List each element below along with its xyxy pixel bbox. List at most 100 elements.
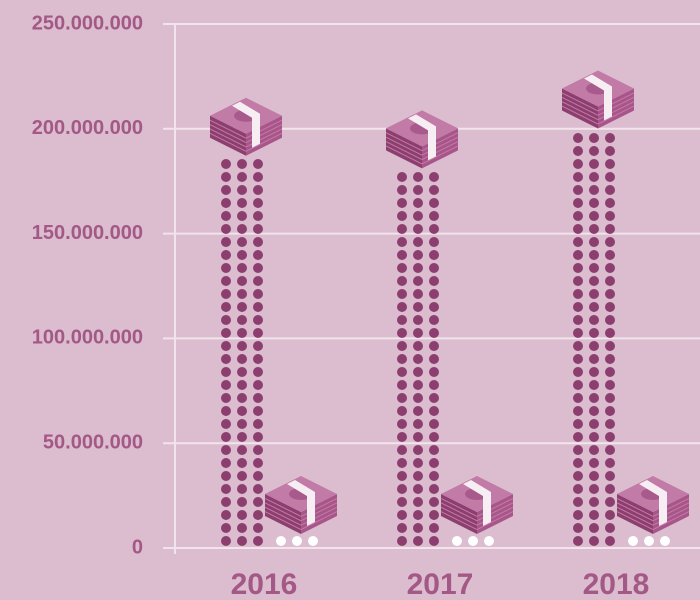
dot: [253, 458, 263, 468]
dot: [413, 172, 423, 182]
dot: [573, 406, 583, 416]
dot: [589, 289, 599, 299]
dot: [253, 172, 263, 182]
dot: [573, 497, 583, 507]
dot: [253, 484, 263, 494]
dot: [253, 471, 263, 481]
dot: [589, 224, 599, 234]
dot: [429, 315, 439, 325]
dot: [605, 172, 615, 182]
dot: [237, 471, 247, 481]
dot: [429, 523, 439, 533]
dot: [589, 211, 599, 221]
dot: [413, 523, 423, 533]
dot: [221, 289, 231, 299]
dot: [253, 211, 263, 221]
dot: [605, 341, 615, 351]
dot: [605, 263, 615, 273]
dot: [253, 523, 263, 533]
dot: [276, 536, 286, 546]
dot: [237, 380, 247, 390]
dot: [605, 328, 615, 338]
dot-row: [276, 536, 318, 546]
dot: [253, 185, 263, 195]
x-tick-label: 2018: [583, 568, 650, 600]
dot: [605, 406, 615, 416]
dot: [397, 328, 407, 338]
dot: [221, 211, 231, 221]
dot: [605, 354, 615, 364]
dot: [237, 328, 247, 338]
dot: [605, 536, 615, 546]
dot: [237, 406, 247, 416]
dot: [397, 380, 407, 390]
dot: [573, 445, 583, 455]
dot: [221, 445, 231, 455]
dot: [237, 237, 247, 247]
dot: [397, 185, 407, 195]
dot: [429, 172, 439, 182]
dot: [413, 510, 423, 520]
dot: [429, 419, 439, 429]
dot: [221, 315, 231, 325]
dot: [589, 250, 599, 260]
dot: [221, 419, 231, 429]
dot: [253, 159, 263, 169]
dot: [429, 536, 439, 546]
dot: [397, 510, 407, 520]
dot: [589, 315, 599, 325]
dot: [397, 471, 407, 481]
dot: [413, 354, 423, 364]
dot: [253, 367, 263, 377]
dot: [397, 367, 407, 377]
dot: [413, 445, 423, 455]
dot: [429, 367, 439, 377]
dot: [644, 536, 654, 546]
dot: [237, 211, 247, 221]
dot: [237, 432, 247, 442]
dot: [429, 224, 439, 234]
dot: [573, 393, 583, 403]
dot: [589, 419, 599, 429]
dot: [573, 302, 583, 312]
dot: [397, 354, 407, 364]
dot: [573, 172, 583, 182]
y-tick-label: 200.000.000: [32, 117, 143, 139]
dot: [573, 341, 583, 351]
dot: [237, 393, 247, 403]
dot: [589, 146, 599, 156]
dot: [221, 302, 231, 312]
dot: [253, 406, 263, 416]
dot: [221, 198, 231, 208]
dot: [253, 198, 263, 208]
dot: [589, 380, 599, 390]
dot: [413, 432, 423, 442]
dot: [589, 159, 599, 169]
dot: [573, 458, 583, 468]
dot: [221, 536, 231, 546]
dot: [413, 536, 423, 546]
dot: [589, 237, 599, 247]
dot: [237, 341, 247, 351]
dot: [589, 536, 599, 546]
dot: [573, 328, 583, 338]
dot: [253, 341, 263, 351]
dot: [429, 211, 439, 221]
dot: [429, 406, 439, 416]
dot: [589, 484, 599, 494]
y-tick-label: 0: [132, 536, 143, 558]
dot: [429, 380, 439, 390]
dot: [573, 536, 583, 546]
dot: [413, 263, 423, 273]
dot: [413, 302, 423, 312]
dot: [237, 159, 247, 169]
dot: [413, 211, 423, 221]
dot: [413, 380, 423, 390]
dot: [452, 536, 462, 546]
y-tick-label: 50.000.000: [43, 431, 143, 453]
dot: [397, 484, 407, 494]
dot: [429, 484, 439, 494]
dot: [253, 393, 263, 403]
dot: [589, 198, 599, 208]
dot: [605, 185, 615, 195]
